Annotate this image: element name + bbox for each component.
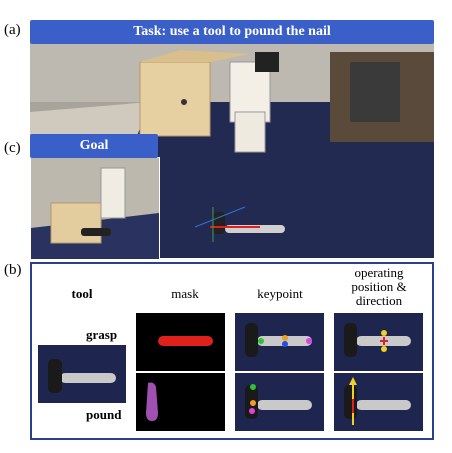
mask-grasp-image (136, 313, 225, 371)
task-banner: Task: use a tool to pound the nail (30, 20, 434, 44)
pound-operating-illustration (334, 373, 423, 431)
robot-scene-illustration (30, 42, 434, 258)
panel-b-label: (b) (4, 262, 22, 278)
grasp-mask-illustration (136, 313, 225, 371)
panel-c-label: (c) (4, 140, 21, 156)
row-label-grasp: grasp (86, 327, 118, 342)
column-header-tool: tool (71, 286, 93, 301)
hammer-tool-illustration (38, 345, 126, 403)
grasp-operating-illustration (334, 313, 423, 371)
panel-b-frame (30, 262, 434, 440)
robot-scene-photo (30, 42, 434, 258)
goal-banner: Goal (30, 134, 158, 158)
goal-scene-illustration (31, 158, 159, 259)
column-header-operating: operating position & direction (351, 265, 407, 308)
tool-image (38, 345, 126, 403)
keypoint-pound-image (235, 373, 324, 431)
pound-keypoints-illustration (235, 373, 324, 431)
mask-pound-image (136, 373, 225, 431)
keypoint-grasp-image (235, 313, 324, 371)
column-header-mask: mask (171, 286, 199, 301)
column-header-keypoint: keypoint (257, 286, 303, 301)
pound-mask-illustration (136, 373, 225, 431)
operating-pound-image (334, 373, 423, 431)
operating-grasp-image (334, 313, 423, 371)
panel-a-label: (a) (4, 22, 21, 38)
grasp-keypoints-illustration (235, 313, 324, 371)
row-label-pound: pound (86, 407, 122, 422)
goal-inset-photo (30, 157, 160, 260)
